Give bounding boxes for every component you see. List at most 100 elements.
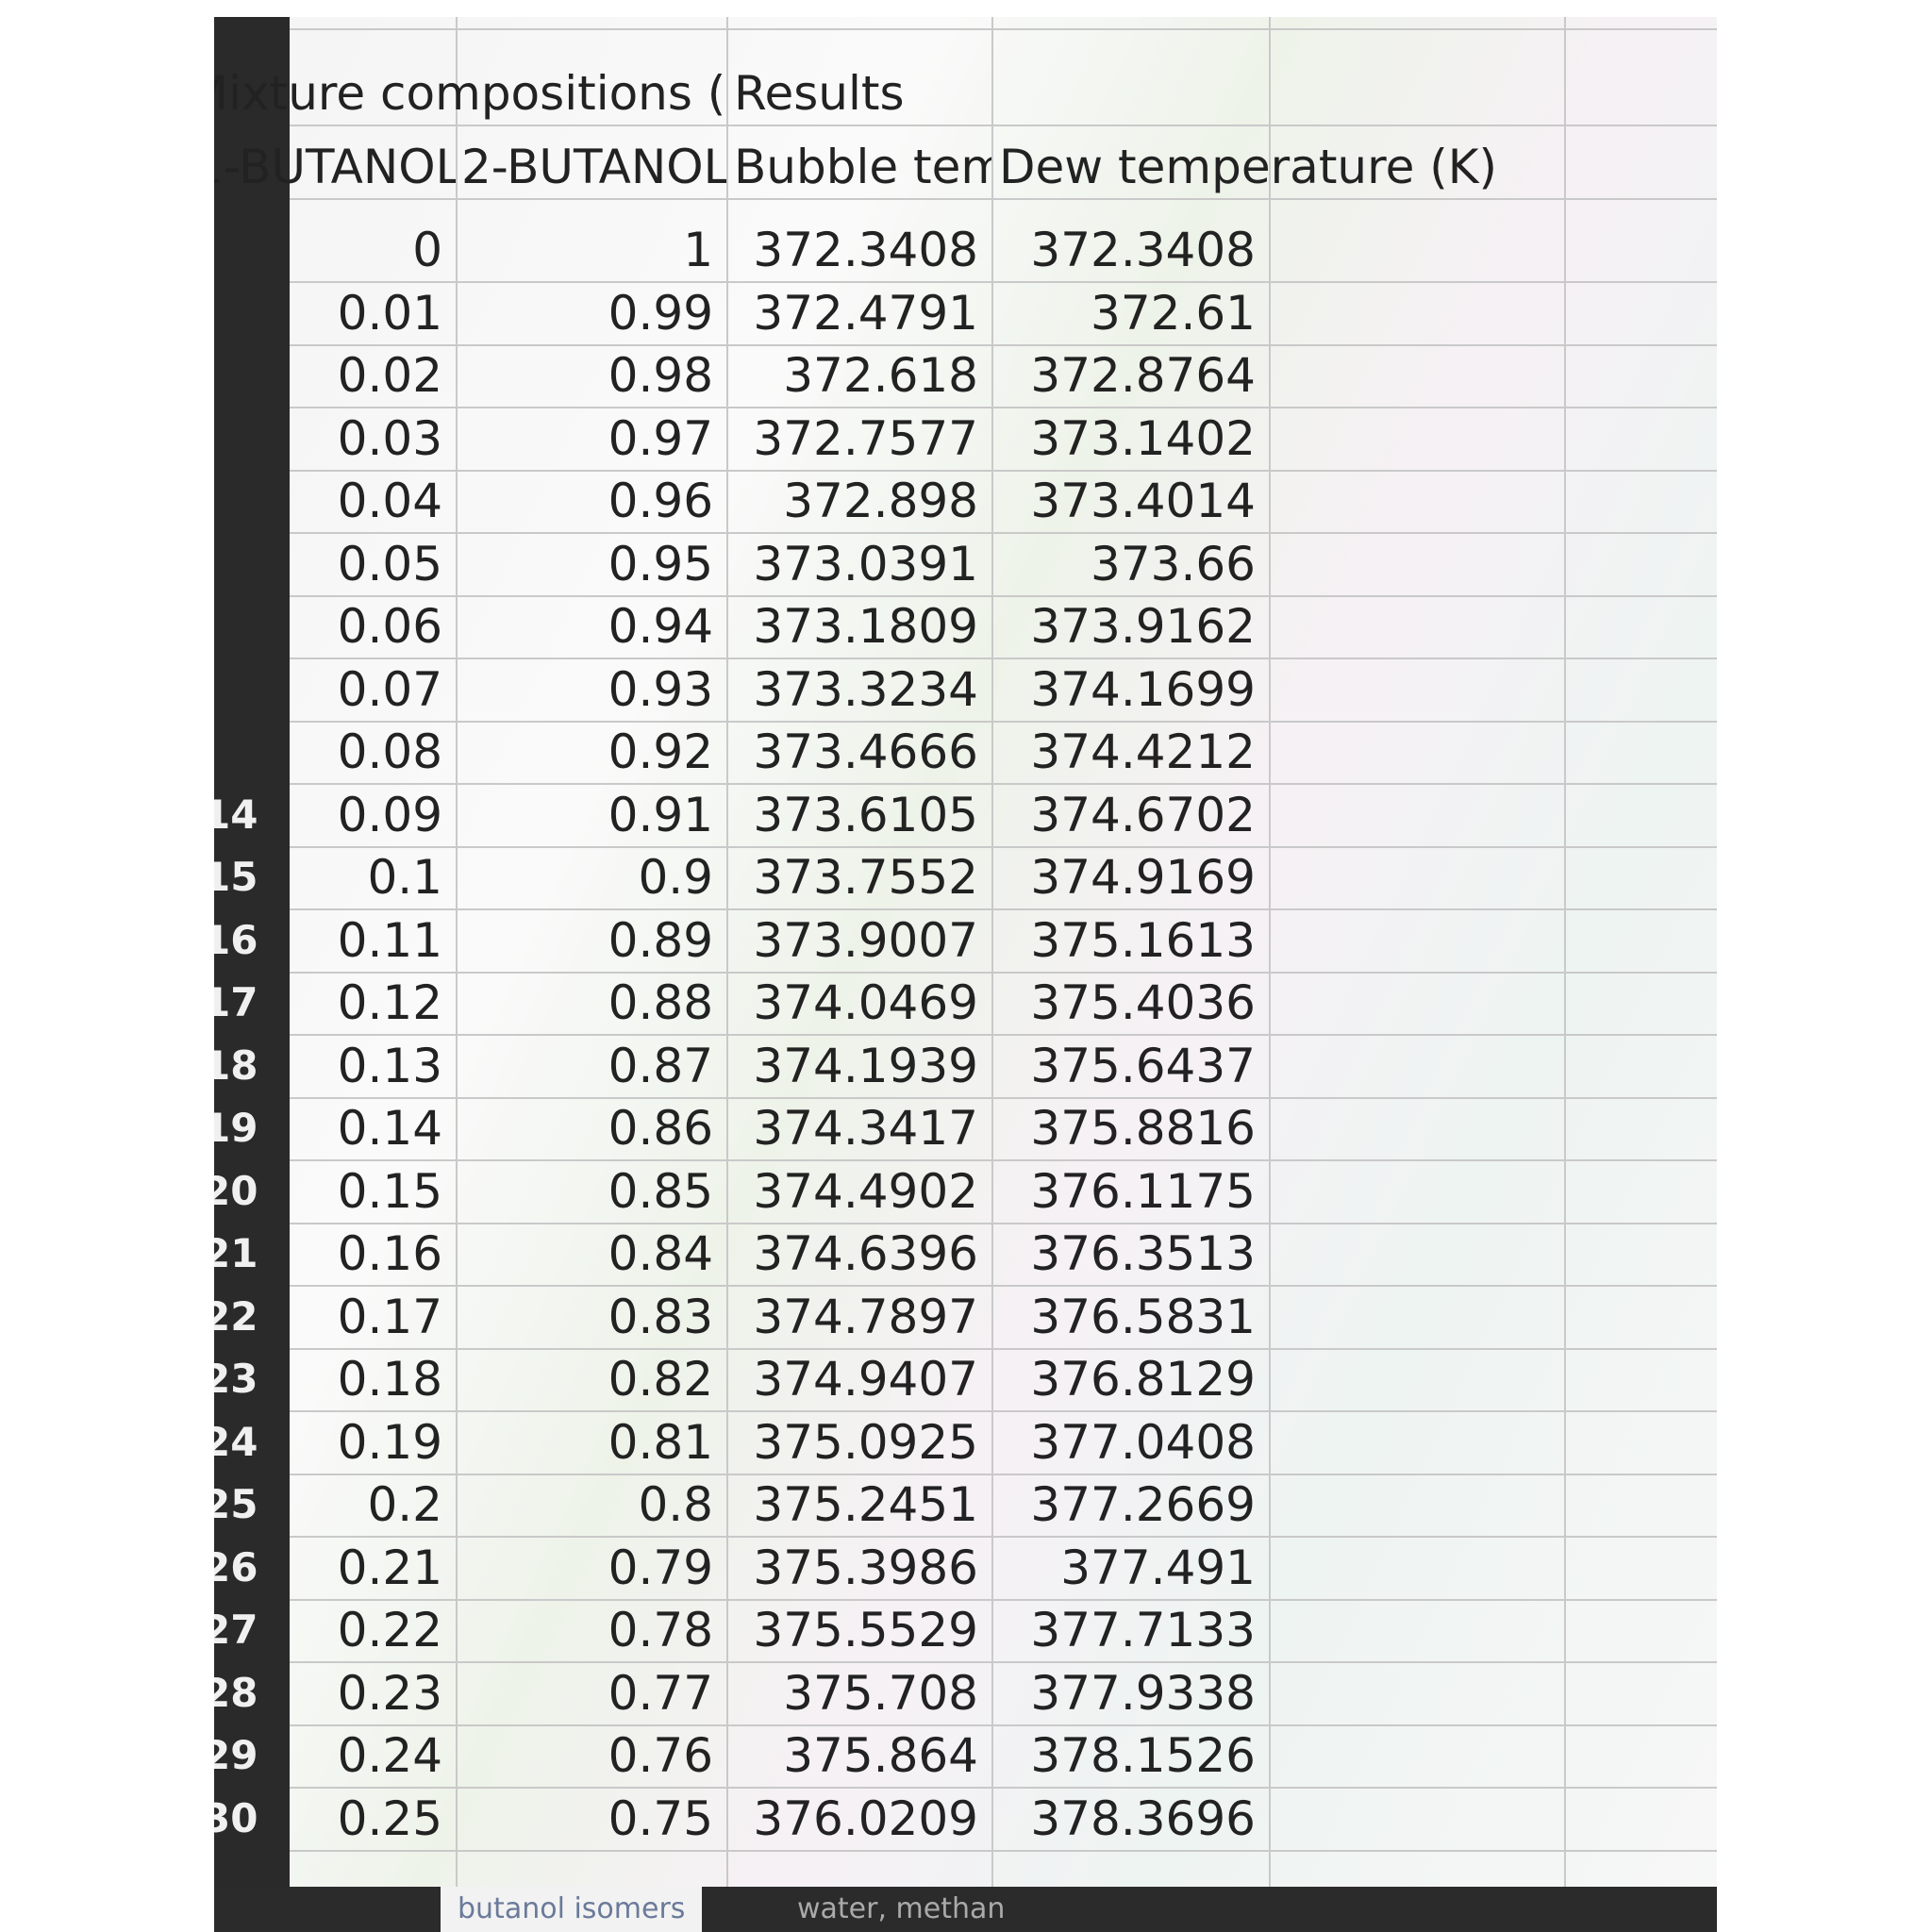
grid-line: [290, 1536, 1717, 1538]
table-cell: 0.85: [608, 1163, 713, 1219]
row-number: 21: [214, 1230, 258, 1276]
table-cell: 375.4036: [1030, 975, 1256, 1030]
grid-line: [290, 198, 1717, 200]
grid-line: [290, 1724, 1717, 1726]
grid-line: [726, 17, 728, 1932]
table-cell: 374.6702: [1030, 787, 1256, 842]
grid-line: [290, 1473, 1717, 1475]
row-number: 28: [214, 1669, 258, 1716]
sheet-tab-bar: butanol isomers water, methan: [214, 1887, 1717, 1932]
table-cell: 372.7577: [753, 410, 978, 466]
grid-line: [991, 17, 993, 1932]
table-cell: 377.491: [1060, 1540, 1256, 1595]
table-cell: 0.94: [608, 599, 713, 654]
grid-line: [290, 125, 1717, 126]
table-cell: 0.03: [337, 410, 442, 466]
table-cell: 0.98: [608, 348, 713, 403]
table-cell: 375.8816: [1030, 1101, 1256, 1156]
table-cell: 0.25: [337, 1790, 442, 1846]
table-cell: 0.24: [337, 1728, 442, 1783]
grid-line: [290, 658, 1717, 659]
table-cell: 0.19: [337, 1414, 442, 1470]
table-cell: 375.6437: [1030, 1038, 1256, 1093]
table-cell: 378.3696: [1030, 1790, 1256, 1846]
grid-line: [290, 971, 1717, 974]
grid-line: [290, 1222, 1717, 1224]
grid-line: [456, 17, 458, 1932]
grid-line: [1269, 17, 1271, 1932]
table-cell: 0.83: [608, 1289, 713, 1344]
table-cell: 372.3408: [753, 223, 978, 277]
row-number: 25: [214, 1481, 258, 1527]
grid-line: [290, 1849, 1717, 1852]
table-cell: 374.4212: [1030, 724, 1256, 779]
table-cell: 0.05: [337, 536, 442, 591]
row-number: 27: [214, 1607, 258, 1653]
table-cell: 377.7133: [1030, 1603, 1256, 1657]
table-cell: 373.6105: [753, 787, 978, 842]
table-cell: 376.1175: [1030, 1163, 1256, 1219]
row-number: 17: [214, 979, 258, 1025]
table-cell: 372.61: [1091, 285, 1256, 341]
table-cell: 378.1526: [1030, 1728, 1256, 1783]
table-cell: 1: [683, 223, 713, 277]
row-number: 20: [214, 1167, 258, 1214]
row-number: 22: [214, 1292, 258, 1340]
table-cell: 0.23: [337, 1665, 442, 1721]
grid-line: [290, 469, 1717, 472]
grid-line: [290, 720, 1717, 723]
table-cell: 0.93: [608, 661, 713, 717]
title-cell: Mixture compositions (: [214, 66, 725, 121]
column-header: Bubble tem: [734, 140, 991, 194]
table-cell: 377.0408: [1030, 1414, 1256, 1470]
table-cell: 377.2669: [1030, 1477, 1256, 1532]
table-cell: 0.8: [638, 1477, 713, 1532]
table-cell: 0.9: [638, 850, 713, 905]
table-cell: 376.3513: [1030, 1226, 1256, 1281]
table-cell: 372.898: [783, 474, 978, 528]
table-cell: 375.0925: [753, 1414, 978, 1470]
table-cell: 372.618: [783, 348, 978, 403]
table-cell: 0.04: [337, 474, 442, 528]
table-cell: 0.17: [337, 1289, 442, 1344]
row-number: 19: [214, 1105, 258, 1151]
table-cell: 374.4902: [753, 1163, 978, 1219]
table-cell: 0.76: [608, 1728, 713, 1783]
table-cell: 0.14: [337, 1101, 442, 1156]
grid-line: [290, 28, 1717, 30]
sheet-tab[interactable]: butanol isomers: [441, 1887, 703, 1932]
table-cell: 0.77: [608, 1665, 713, 1721]
grid-line: [290, 1661, 1717, 1663]
grid-line: [290, 1285, 1717, 1287]
table-cell: 374.7897: [753, 1289, 978, 1344]
table-cell: 0.75: [608, 1790, 713, 1846]
table-cell: 0.22: [337, 1603, 442, 1657]
table-cell: 375.3986: [753, 1540, 978, 1595]
table-cell: 0.07: [337, 661, 442, 717]
table-cell: 0.13: [337, 1038, 442, 1093]
table-cell: 375.5529: [753, 1603, 978, 1657]
table-cell: 0.02: [337, 348, 442, 403]
row-header-column: [214, 17, 290, 1932]
table-cell: 0.2: [367, 1477, 442, 1532]
sheet-tab[interactable]: water, methan: [797, 1892, 1006, 1925]
title-cell: Results: [734, 66, 905, 121]
table-cell: 0: [412, 223, 442, 277]
table-cell: 373.0391: [753, 536, 978, 591]
table-cell: 0.84: [608, 1226, 713, 1281]
table-cell: 372.8764: [1030, 348, 1256, 403]
table-cell: 376.0209: [753, 1790, 978, 1846]
grid-line: [290, 1787, 1717, 1789]
table-cell: 0.79: [608, 1540, 713, 1595]
table-cell: 377.9338: [1030, 1665, 1256, 1721]
table-cell: 373.9007: [753, 912, 978, 968]
table-cell: 0.15: [337, 1163, 442, 1219]
table-cell: 373.9162: [1030, 599, 1256, 654]
table-cell: 373.1809: [753, 599, 978, 654]
table-cell: 373.3234: [753, 661, 978, 717]
row-number: 23: [214, 1356, 258, 1402]
table-cell: 374.9407: [753, 1352, 978, 1407]
table-cell: 373.7552: [753, 850, 978, 905]
table-cell: 373.4666: [753, 724, 978, 779]
